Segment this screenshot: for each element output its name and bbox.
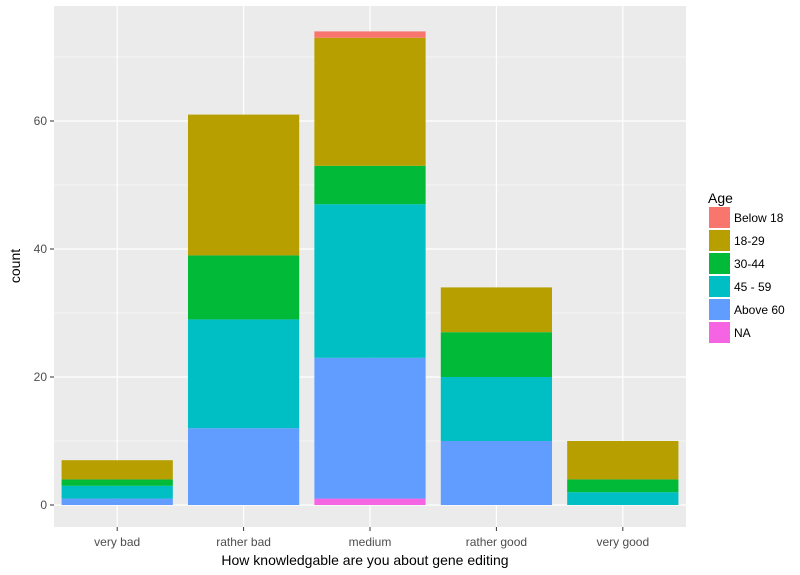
bar-segment xyxy=(314,31,426,38)
x-tick-label: rather bad xyxy=(216,535,271,549)
bar-segment xyxy=(567,479,679,493)
legend-swatch xyxy=(709,253,730,274)
bar-segment xyxy=(187,428,300,505)
bar-segment xyxy=(187,255,300,320)
x-tick-label: rather good xyxy=(466,535,527,549)
legend-label: 45 - 59 xyxy=(734,280,772,294)
legend-label: 30-44 xyxy=(734,257,765,271)
legend-swatch xyxy=(709,207,730,228)
y-tick-label: 0 xyxy=(40,498,47,512)
x-tick-label: very good xyxy=(596,535,649,549)
y-tick-label: 20 xyxy=(34,370,48,384)
legend-label: 18-29 xyxy=(734,234,765,248)
bar-segment xyxy=(314,165,426,205)
x-axis-title: How knowledgable are you about gene edit… xyxy=(221,552,508,568)
bar-segment xyxy=(567,492,679,505)
bar-segment xyxy=(314,204,426,358)
bar-segment xyxy=(61,498,173,505)
legend-swatch xyxy=(709,230,730,251)
bar-segment xyxy=(440,377,553,441)
bar-segment xyxy=(314,498,426,505)
legend: Age Below 18 18-29 30-44 45 - 59 Above 60 NA xyxy=(708,190,785,343)
bar-segment xyxy=(567,441,679,480)
legend-title: Age xyxy=(708,190,733,206)
y-tick-label: 40 xyxy=(34,242,48,256)
legend-label: Below 18 xyxy=(734,211,784,225)
y-axis-title: count xyxy=(7,249,23,283)
x-tick-label: very bad xyxy=(94,535,140,549)
bar-segment xyxy=(314,37,426,166)
bar-segment xyxy=(440,287,553,333)
legend-swatch xyxy=(709,276,730,297)
bar-segment xyxy=(187,319,300,429)
x-tick-label: medium xyxy=(349,535,392,549)
bar-segment xyxy=(187,114,300,256)
legend-label: Above 60 xyxy=(734,303,785,317)
legend-items: Below 18 18-29 30-44 45 - 59 Above 60 NA xyxy=(709,207,785,343)
bar-segment xyxy=(314,357,426,499)
bars xyxy=(61,31,679,505)
legend-label: NA xyxy=(734,326,751,340)
legend-swatch xyxy=(709,322,730,343)
bar-segment xyxy=(61,485,173,499)
bar-segment xyxy=(61,479,173,486)
y-axis-ticks: 0 20 40 60 xyxy=(34,114,54,512)
bar-segment xyxy=(61,460,173,480)
legend-swatch xyxy=(709,299,730,320)
y-tick-label: 60 xyxy=(34,114,48,128)
x-axis-ticks: very bad rather bad medium rather good very … xyxy=(94,527,649,549)
bar-segment xyxy=(440,441,553,505)
bar-segment xyxy=(440,332,553,377)
